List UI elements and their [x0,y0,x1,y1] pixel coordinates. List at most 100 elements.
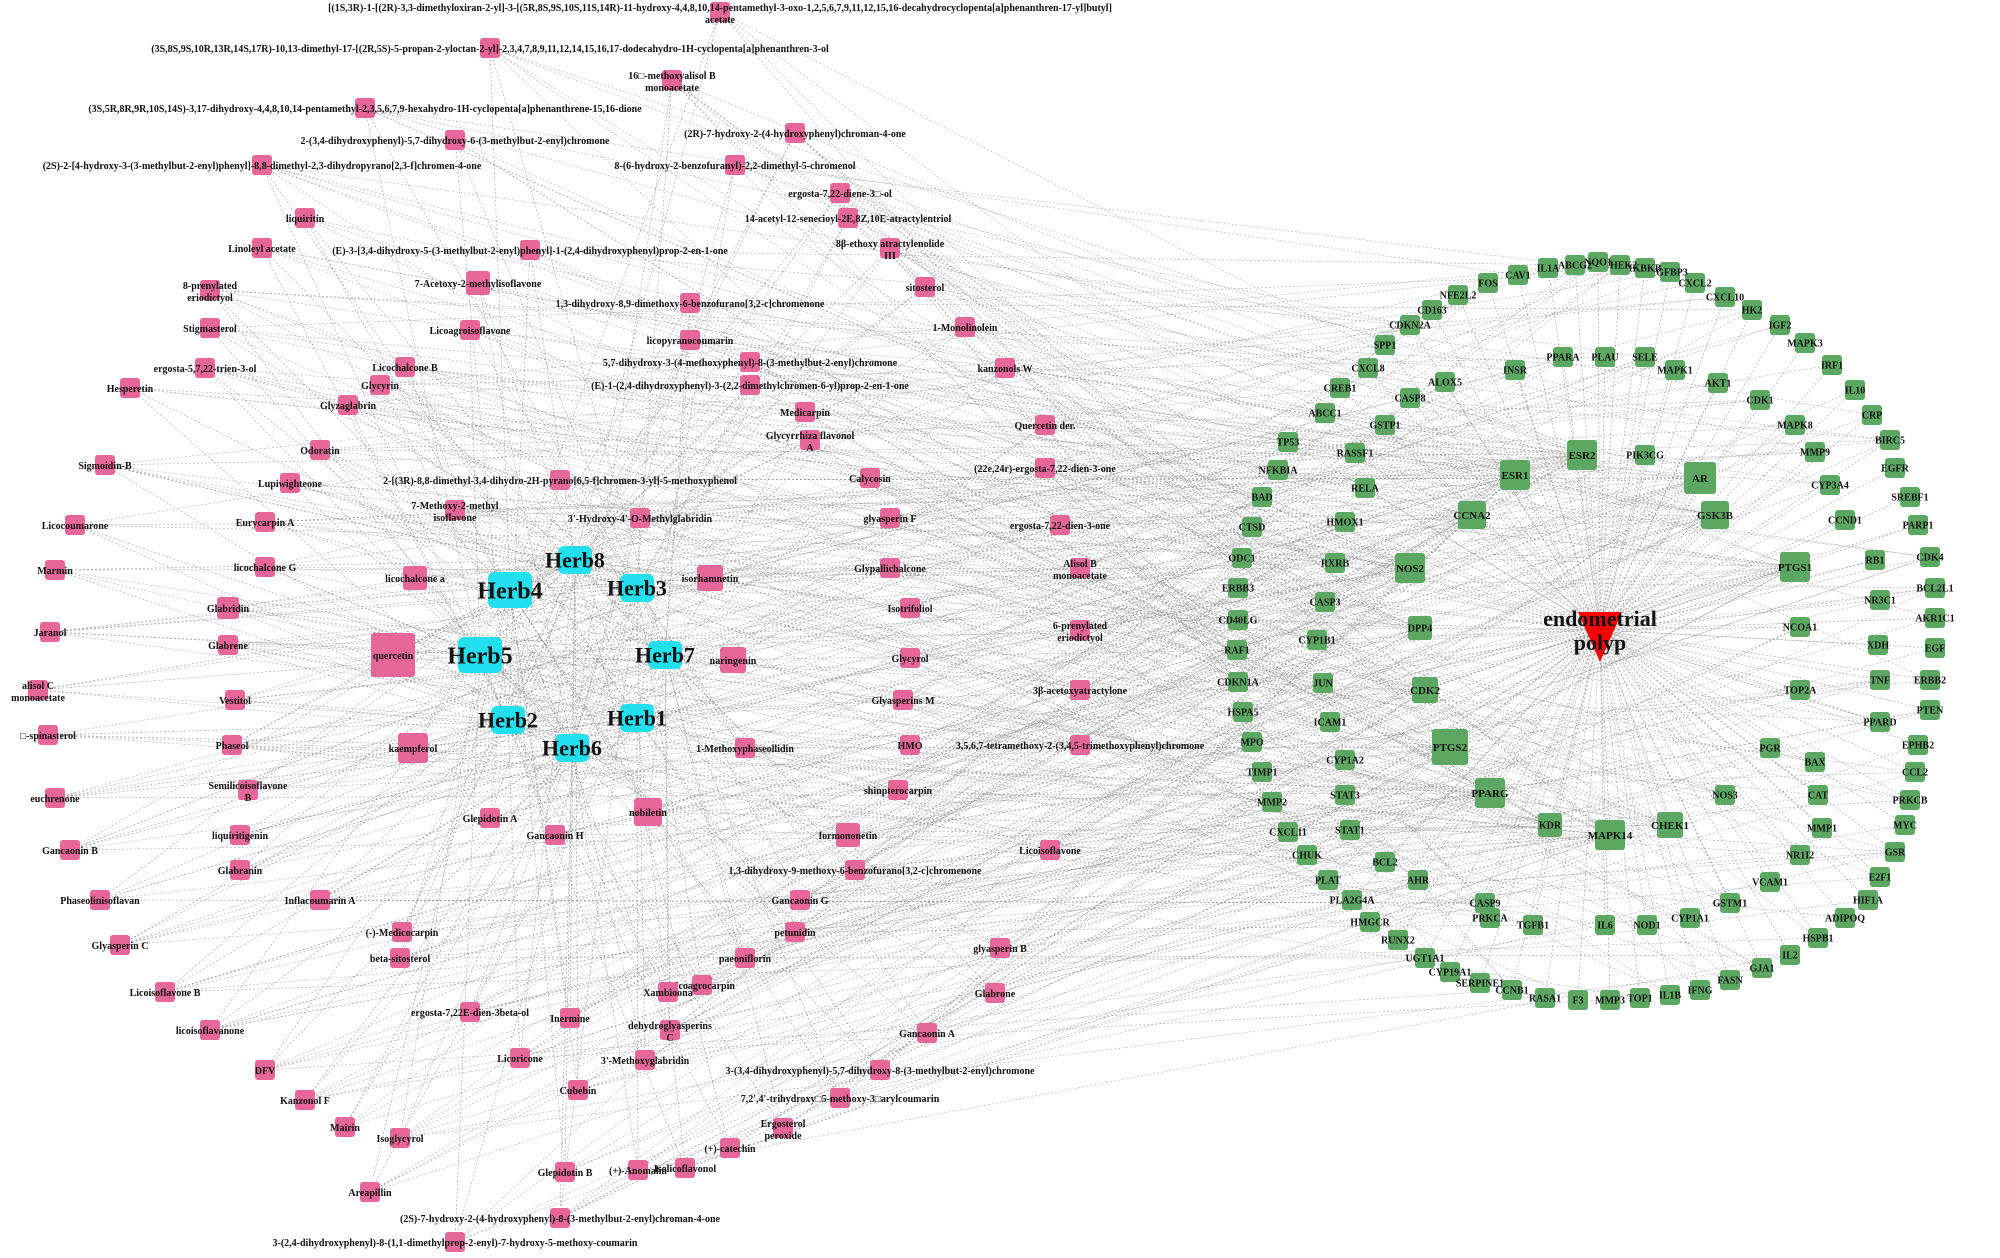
herb-node-herb8[interactable]: Herb8 [545,546,605,574]
compound-node-glycyrrhiza-flavonol-a[interactable]: Glycyrrhiza flavonol A [766,430,855,454]
target-node-cd163[interactable]: CD163 [1417,300,1447,320]
compound-node-glepidotin-b[interactable]: Glepidotin B [538,1162,593,1182]
compound-node-gancaonin-h[interactable]: Gancaonin H [527,825,584,845]
compound-node-3-5-6-7-tetramethoxy-2-3-4-5-trimethoxyp[interactable]: 3,5,6,7-tetramethoxy-2-(3,4,5-trimethoxy… [956,735,1205,755]
compound-node-e-3-3-4-dihydroxy-5-3-methylbut-2-enyl-p[interactable]: (E)-3-[3,4-dihydroxy-5-(3-methylbut-2-en… [332,240,728,260]
compound-node-glyzaglabrin[interactable]: Glyzaglabrin [320,395,377,415]
compound-node-glypallichalcone[interactable]: Glypallichalcone [854,558,926,578]
compound-node-marmin[interactable]: Marmin [37,560,73,580]
compound-node-isotrifoliol[interactable]: Isotrifoliol [888,598,933,618]
compound-node-licoricone[interactable]: Licoricone [497,1048,543,1068]
target-node-mmp3[interactable]: MMP3 [1595,990,1625,1010]
compound-node-7-2-4-trihydroxy-5-methoxy-3-arylcoumari[interactable]: 7,2',4'-trihydroxy□5-methoxy-3□arylcouma… [741,1088,940,1108]
target-node-tp53[interactable]: TP53 [1277,432,1300,452]
target-node-spp1[interactable]: SPP1 [1374,335,1397,355]
compound-node-glabrene[interactable]: Glabrene [208,635,248,655]
compound-node-1-3-dihydroxy-9-methoxy-6-benzofurano-3-[interactable]: 1,3-dihydroxy-9-methoxy-6-benzofurano[3,… [729,860,983,880]
target-node-icam1[interactable]: ICAM1 [1314,712,1347,732]
compound-node-2s-7-hydroxy-2-4-hydroxyphenyl-8-3-methy[interactable]: (2S)-7-hydroxy-2-(4-hydroxyphenyl)-8-(3-… [400,1208,721,1228]
target-node-f3[interactable]: F3 [1568,990,1588,1010]
target-node-tgfb1[interactable]: TGFB1 [1517,915,1549,935]
target-node-ccnd1[interactable]: CCND1 [1828,510,1862,530]
target-node-il2[interactable]: IL2 [1780,945,1800,965]
target-node-ahr[interactable]: AHR [1407,870,1430,890]
target-node-cdk4[interactable]: CDK4 [1916,547,1944,567]
target-node-bcl2[interactable]: BCL2 [1372,852,1398,872]
compound-node-beta-sitosterol[interactable]: beta-sitosterol [370,948,431,968]
herb-node-herb2[interactable]: Herb2 [478,706,538,734]
compound-node-stigmasterol[interactable]: Stigmasterol [183,318,237,338]
target-node-nod1[interactable]: NOD1 [1633,915,1661,935]
target-node-gsr[interactable]: GSR [1885,842,1906,862]
target-node-raf1[interactable]: RAF1 [1224,640,1250,660]
compound-node-shinpterocarpin[interactable]: shinpterocarpin [864,780,933,800]
target-node-cdk2[interactable]: CDK2 [1410,677,1440,703]
target-node-rasa1[interactable]: RASA1 [1529,988,1561,1008]
compound-node-lupiwighteone[interactable]: Lupiwighteone [258,473,323,493]
target-node-plat[interactable]: PLAT [1315,870,1341,890]
compound-node-isorhamnetin[interactable]: isorhamnetin [682,565,739,591]
compound-node-paeoniflorin[interactable]: paeoniflorin [719,948,772,968]
compound-node-7-methoxy-2-methyl-isoflavone[interactable]: 7-Methoxy-2-methyl isoflavone [411,500,499,524]
compound-node-hmo[interactable]: HMO [898,735,923,755]
target-node-egfr[interactable]: EGFR [1881,458,1910,478]
compound-node-xambioona[interactable]: Xambioona [643,982,693,1002]
compound-node-hesperetin[interactable]: Hesperetin [107,378,154,398]
compound-node-naringenin[interactable]: naringenin [710,647,757,673]
target-node-pten[interactable]: PTEN [1917,700,1944,720]
target-node-ccl2[interactable]: CCL2 [1902,762,1928,782]
target-node-top1[interactable]: TOP1 [1627,988,1653,1008]
target-node-hmgcr[interactable]: HMGCR [1350,912,1390,932]
target-node-ptgs2[interactable]: PTGS2 [1432,729,1468,765]
target-node-gja1[interactable]: GJA1 [1750,958,1775,978]
target-node-hmox1[interactable]: HMOX1 [1326,512,1364,532]
target-node-cxcl8[interactable]: CXCL8 [1351,358,1385,378]
target-node-egf[interactable]: EGF [1925,638,1946,658]
target-node-esr1[interactable]: ESR1 [1500,460,1530,490]
compound-node-cubebin[interactable]: Cubebin [560,1080,597,1100]
target-node-xdh[interactable]: XDH [1867,635,1889,655]
compound-node-3s-8s-9s-10r-13r-14s-17r-10-13-dimethyl-[interactable]: (3S,8S,9S,10R,13R,14S,17R)-10,13-dimethy… [151,38,829,58]
compound-node-1-methoxyphaseollidin[interactable]: 1-Methoxyphaseollidin [696,738,794,758]
target-node-mmp9[interactable]: MMP9 [1800,442,1830,462]
compound-node-glabranin[interactable]: Glabranin [218,860,263,880]
target-node-ephb2[interactable]: EPHB2 [1902,735,1934,755]
target-node-ccna2[interactable]: CCNA2 [1453,501,1491,529]
compound-node-licochalcone-b[interactable]: Licochalcone B [372,357,438,377]
target-node-ncoa1[interactable]: NCOA1 [1783,617,1817,637]
compound-node-7-acetoxy-2-methylisoflavone[interactable]: 7-Acetoxy-2-methylisoflavone [415,271,542,295]
target-node-il10[interactable]: IL10 [1845,380,1866,400]
target-node-bax[interactable]: BAX [1804,752,1826,772]
target-node-pik3cg[interactable]: PIK3CG [1626,445,1664,465]
compound-node-licocoumarone[interactable]: Licocoumarone [42,515,109,535]
target-node-akr1c1[interactable]: AKR1C1 [1915,608,1955,628]
compound-node-5-7-dihydroxy-3-4-methoxyphenyl-8-3-meth[interactable]: 5,7-dihydroxy-3-(4-methoxyphenyl)-8-(3-m… [603,352,898,372]
compound-node-vestitol[interactable]: Vestitol [219,690,251,710]
compound-node-licoagrocarpin[interactable]: Licoagrocarpin [669,975,735,995]
compound-node-mairin[interactable]: Mairin [330,1117,360,1137]
target-node-adipoq[interactable]: ADIPOQ [1825,908,1865,928]
target-node-cxcl10[interactable]: CXCL10 [1706,287,1744,307]
compound-node-glepidotin-a[interactable]: Glepidotin A [463,808,519,828]
target-node-hif1a[interactable]: HIF1A [1853,890,1884,910]
compound-node-formononetin[interactable]: formononetin [819,823,878,847]
compound-node-anomalin[interactable]: (+)-Anomalin [609,1160,667,1180]
compound-node-licochalcone-a[interactable]: licochalcone a [385,566,445,590]
compound-node-2s-2-4-hydroxy-3-3-methylbut-2-enyl-phen[interactable]: (2S)-2-[4-hydroxy-3-(3-methylbut-2-enyl)… [43,155,482,175]
target-node-sele[interactable]: SELE [1632,347,1658,367]
herb-node-herb7[interactable]: Herb7 [635,641,695,669]
target-node-rxrb[interactable]: RXRB [1321,553,1350,573]
compound-node-glabridin[interactable]: Glabridin [207,597,250,619]
target-node-bcl2l1[interactable]: BCL2L1 [1916,578,1954,598]
target-node-rb1[interactable]: RB1 [1865,550,1885,570]
target-node-casp8[interactable]: CASP8 [1394,388,1426,408]
compound-node-isoglycyrol[interactable]: Isoglycyrol [376,1128,424,1148]
compound-node-ergosterol-peroxide[interactable]: Ergosterol peroxide [761,1118,806,1142]
target-node-ifng[interactable]: IFNG [1688,980,1713,1000]
compound-node-medicocarpin[interactable]: (-)-Medicocarpin [366,922,439,942]
compound-node-glyasperin-b[interactable]: glyasperin B [973,938,1027,958]
compound-node-licoisoflavone-b[interactable]: Licoisoflavone B [130,982,201,1002]
target-node-nr1i2[interactable]: NR1I2 [1786,845,1814,865]
compound-node-licoagroisoflavone[interactable]: Licoagroisoflavone [430,320,511,340]
compound-node-1s-3r-1-2r-3-3-dimethyloxiran-2-yl-3-5r-[interactable]: [(1S,3R)-1-[(2R)-3,3-dimethyloxiran-2-yl… [328,2,1112,26]
